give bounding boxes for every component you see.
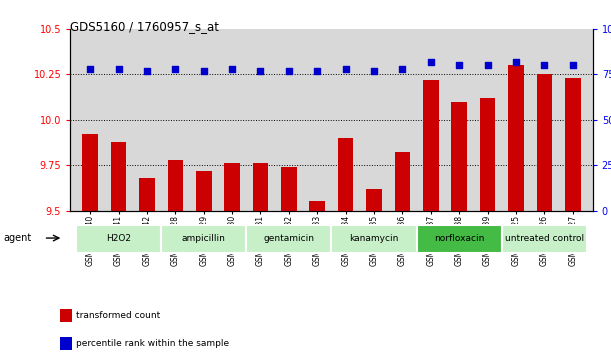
FancyBboxPatch shape — [246, 225, 332, 253]
Point — [227, 66, 237, 72]
Text: kanamycin: kanamycin — [349, 233, 399, 242]
Point — [199, 68, 208, 74]
Bar — [253, 163, 268, 211]
Point — [284, 68, 294, 74]
Bar — [309, 201, 325, 211]
Bar — [82, 134, 98, 211]
Bar — [565, 78, 580, 211]
Bar — [196, 171, 211, 211]
FancyBboxPatch shape — [332, 225, 417, 253]
Point — [86, 66, 95, 72]
Point — [312, 68, 322, 74]
FancyBboxPatch shape — [161, 225, 246, 253]
Bar — [111, 142, 126, 211]
Point — [341, 66, 351, 72]
Point — [483, 62, 492, 68]
Point — [369, 68, 379, 74]
Text: gentamicin: gentamicin — [263, 233, 315, 242]
Bar — [366, 189, 382, 211]
FancyBboxPatch shape — [76, 225, 161, 253]
Point — [540, 62, 549, 68]
Bar — [281, 167, 297, 211]
Text: percentile rank within the sample: percentile rank within the sample — [76, 339, 230, 348]
Bar — [452, 102, 467, 211]
Text: untreated control: untreated control — [505, 233, 584, 242]
Point — [568, 62, 577, 68]
Point — [426, 59, 436, 65]
Bar — [338, 138, 354, 211]
Bar — [60, 337, 72, 350]
Point — [142, 68, 152, 74]
Text: agent: agent — [4, 233, 32, 243]
Point — [455, 62, 464, 68]
Point — [255, 68, 265, 74]
Text: GDS5160 / 1760957_s_at: GDS5160 / 1760957_s_at — [70, 20, 219, 33]
Point — [170, 66, 180, 72]
Bar — [508, 65, 524, 211]
Text: H2O2: H2O2 — [106, 233, 131, 242]
Bar — [480, 98, 496, 211]
Point — [398, 66, 408, 72]
Bar — [395, 152, 410, 211]
Bar — [536, 74, 552, 211]
Bar — [423, 80, 439, 211]
Text: norfloxacin: norfloxacin — [434, 233, 485, 242]
Point — [114, 66, 123, 72]
Bar — [167, 160, 183, 211]
Bar — [60, 309, 72, 322]
FancyBboxPatch shape — [417, 225, 502, 253]
Text: transformed count: transformed count — [76, 311, 161, 320]
FancyBboxPatch shape — [502, 225, 587, 253]
Point — [511, 59, 521, 65]
Bar — [224, 163, 240, 211]
Bar — [139, 178, 155, 211]
Text: ampicillin: ampicillin — [181, 233, 225, 242]
